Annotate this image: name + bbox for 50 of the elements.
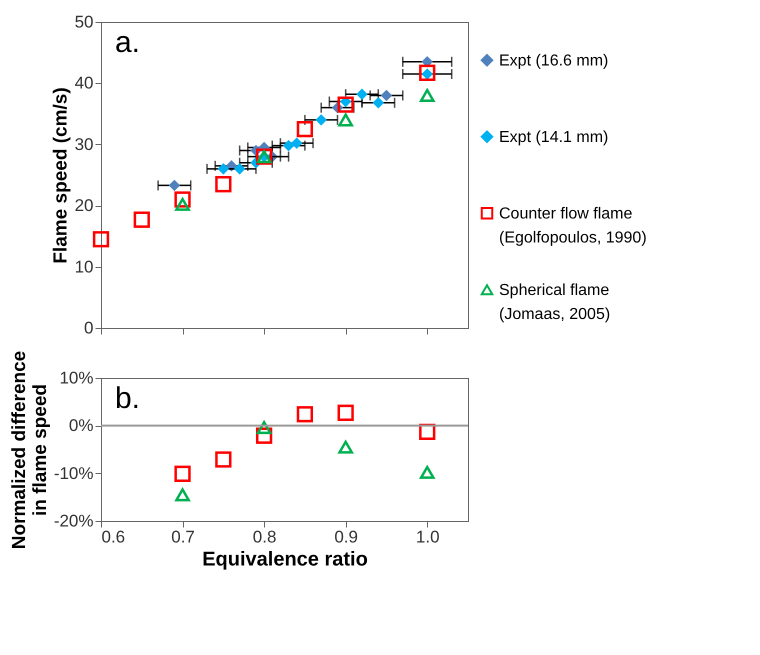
x-tick-label: 0.6 [102,528,126,546]
x-tick-label: 1.0 [416,528,440,546]
y-tick-label: 40 [74,74,94,93]
point [338,113,354,126]
x-tick-label: 0.7 [171,528,195,546]
point [420,88,435,102]
y-axis-title: Flame speed (cm/s) [50,87,72,264]
y-tick-label: -20% [54,512,94,530]
point [338,440,354,454]
y-tick-label: -10% [54,464,94,483]
point [282,140,294,152]
point [168,180,180,192]
legend-label: Expt (14.1 mm) [499,128,608,146]
point [372,97,384,108]
point [218,163,230,175]
point [296,120,314,138]
point [296,406,314,422]
point [174,191,191,208]
x-tick-label: 0.9 [334,528,358,546]
y-tick-label: 20 [74,196,94,216]
point [420,466,435,479]
y-tick-label: 10% [59,368,94,388]
legend-label: Expt (16.6 mm) [499,52,608,70]
y-tick-label: 0% [68,416,94,436]
x-axis-title: Equivalence ratio [202,548,368,570]
point [175,198,190,211]
point [174,466,191,482]
point [291,137,302,149]
point [175,488,190,502]
legend-label: Spherical flame (Jomaas, 2005) [499,282,610,323]
y-tick-label: 10 [74,257,94,276]
y-tick-label: 30 [74,134,94,154]
point [316,114,327,126]
legend-label: Counter flow flame (Egolfopoulos, 1990) [499,205,647,246]
point [92,231,110,248]
annotation: b. [115,382,140,415]
point [356,88,368,100]
point [234,163,246,175]
y-tick-label: 0 [84,318,94,338]
annotation: a. [115,26,140,59]
x-tick-label: 0.8 [252,528,276,546]
y-axis-title: Normalized difference in flame speed [8,350,51,550]
point [419,64,436,81]
point [338,404,354,421]
point [215,451,232,468]
point [338,96,354,113]
point [380,90,392,102]
y-tick-label: 50 [74,12,94,32]
point [215,176,232,192]
point [134,212,150,228]
